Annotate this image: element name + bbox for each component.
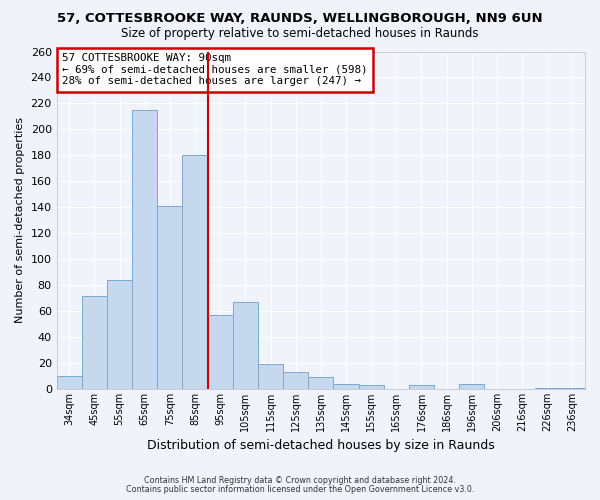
Bar [308, 378, 334, 389]
Bar [82, 296, 107, 389]
Bar [334, 384, 359, 389]
Bar [56, 376, 82, 389]
Bar [233, 302, 258, 389]
Bar [258, 364, 283, 389]
Bar [132, 110, 157, 389]
Text: 57, COTTESBROOKE WAY, RAUNDS, WELLINGBOROUGH, NN9 6UN: 57, COTTESBROOKE WAY, RAUNDS, WELLINGBOR… [57, 12, 543, 26]
X-axis label: Distribution of semi-detached houses by size in Raunds: Distribution of semi-detached houses by … [147, 440, 495, 452]
Bar [283, 372, 308, 389]
Bar [208, 315, 233, 389]
Text: 57 COTTESBROOKE WAY: 90sqm
← 69% of semi-detached houses are smaller (598)
28% o: 57 COTTESBROOKE WAY: 90sqm ← 69% of semi… [62, 53, 367, 86]
Bar [409, 385, 434, 389]
Y-axis label: Number of semi-detached properties: Number of semi-detached properties [15, 118, 25, 324]
Bar [157, 206, 182, 389]
Bar [107, 280, 132, 389]
Bar [182, 156, 208, 389]
Bar [560, 388, 585, 389]
Text: Size of property relative to semi-detached houses in Raunds: Size of property relative to semi-detach… [121, 28, 479, 40]
Text: Contains HM Land Registry data © Crown copyright and database right 2024.: Contains HM Land Registry data © Crown c… [144, 476, 456, 485]
Bar [535, 388, 560, 389]
Bar [359, 385, 384, 389]
Bar [459, 384, 484, 389]
Text: Contains public sector information licensed under the Open Government Licence v3: Contains public sector information licen… [126, 485, 474, 494]
